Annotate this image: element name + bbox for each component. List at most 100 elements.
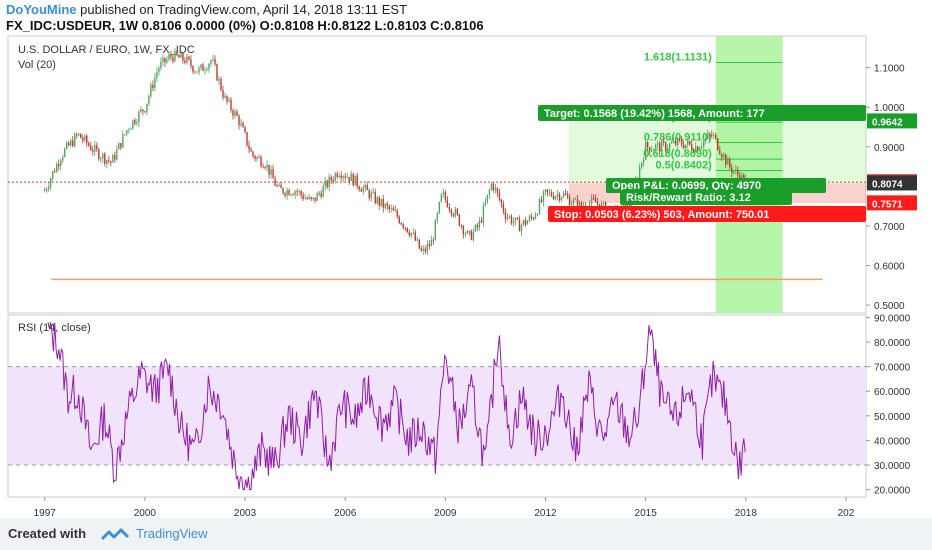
- candle-body: [138, 111, 140, 123]
- target-price-flag-bg: [867, 113, 917, 129]
- candle-body: [172, 57, 174, 62]
- candle-body: [102, 153, 104, 159]
- candle-body: [536, 214, 539, 215]
- candle-body: [382, 198, 384, 208]
- candle-body: [244, 127, 246, 133]
- candle-body: [500, 199, 503, 204]
- candle-body: [662, 141, 665, 143]
- candle-body: [190, 59, 192, 67]
- candle-body: [666, 148, 669, 151]
- candle-body: [134, 120, 136, 124]
- candle-body: [340, 175, 342, 179]
- candle-body: [304, 197, 306, 199]
- y-tick-label: 0.9000: [874, 143, 905, 154]
- candle-body: [390, 208, 392, 210]
- candle-body: [300, 191, 302, 196]
- candle-body: [699, 147, 701, 151]
- candle-body: [62, 156, 64, 161]
- candle-body: [230, 99, 232, 111]
- candle-body: [558, 194, 561, 201]
- candle-body: [342, 176, 344, 179]
- candle-body: [496, 187, 499, 193]
- candle-body: [570, 203, 573, 206]
- x-tick-label: 2015: [635, 508, 658, 518]
- candle-body: [590, 197, 593, 204]
- candle-body: [84, 135, 86, 141]
- candle-body: [326, 180, 328, 188]
- y-tick-label: 1.0000: [874, 103, 905, 114]
- candle-body: [534, 214, 537, 219]
- candle-body: [440, 193, 443, 202]
- rsi-line[interactable]: [47, 322, 746, 491]
- candle-body: [224, 95, 226, 98]
- candle-body: [711, 135, 713, 136]
- candle-body: [52, 171, 54, 179]
- candle-body: [580, 202, 583, 207]
- open-pnl-label: Open P&L: 0.0699, Qty: 4970: [612, 180, 761, 192]
- candle-body: [456, 209, 459, 215]
- chart-canvas[interactable]: 1997 2000 2003 2006 2009 2012 2015 2018 202 1.100…: [0, 0, 932, 518]
- candle-body: [268, 164, 270, 175]
- candle-body: [372, 191, 374, 193]
- candle-body: [394, 210, 396, 212]
- candle-body: [568, 196, 571, 206]
- candle-body: [528, 216, 531, 221]
- candle-body: [364, 184, 366, 188]
- candle-body: [104, 153, 106, 164]
- candle-body: [488, 190, 491, 195]
- tradingview-link[interactable]: TradingView: [136, 526, 208, 541]
- candle-body: [208, 63, 210, 70]
- candle-body: [360, 189, 362, 192]
- candle-body: [350, 173, 352, 182]
- candle-body: [334, 173, 336, 181]
- candle-body: [729, 158, 731, 168]
- candle-body: [735, 169, 737, 172]
- candle-body: [434, 220, 437, 241]
- candle-body: [96, 145, 98, 150]
- candle-body: [58, 163, 60, 166]
- candle-body: [721, 154, 723, 158]
- x-tick-label: 2000: [134, 508, 157, 518]
- candle-body: [86, 135, 88, 144]
- candle-body: [228, 99, 230, 102]
- candle-body: [681, 139, 683, 146]
- candle-body: [314, 197, 316, 201]
- candle-body: [673, 140, 675, 143]
- candle-body: [510, 216, 513, 224]
- footer-bar: Created with TradingView: [0, 518, 932, 550]
- candle-body: [346, 176, 348, 178]
- tradingview-logo-icon[interactable]: [100, 527, 130, 543]
- candle-body: [352, 173, 354, 186]
- candle-body: [170, 55, 172, 58]
- candle-body: [198, 68, 200, 73]
- candle-body: [695, 146, 697, 153]
- candle-body: [592, 197, 595, 200]
- candle-body: [74, 134, 76, 147]
- rsi-tick-label: 80.0000: [874, 338, 911, 349]
- stop-price-flag: 0.7571: [872, 199, 903, 210]
- candle-body: [644, 141, 647, 160]
- candle-body: [156, 72, 158, 78]
- candle-body: [258, 157, 260, 158]
- candle-body: [264, 167, 266, 169]
- candle-body: [168, 55, 170, 60]
- candle-body: [664, 142, 667, 151]
- x-tick-label: 1997: [34, 508, 57, 518]
- candle-body: [709, 134, 711, 136]
- candle-body: [44, 190, 46, 192]
- candle-body: [422, 248, 425, 251]
- candle-body: [88, 143, 90, 146]
- candle-body: [254, 155, 256, 159]
- candle-body: [296, 191, 298, 193]
- candle-body: [174, 50, 176, 62]
- candle-body: [214, 59, 216, 65]
- candle-body: [532, 217, 535, 219]
- candle-body: [210, 60, 212, 64]
- candle-body: [398, 216, 400, 223]
- risk-reward-label-bg: [620, 190, 792, 205]
- y-tick-label: 0.7000: [874, 222, 905, 233]
- candle-body: [94, 145, 96, 152]
- candle-body: [114, 155, 116, 160]
- candle-body: [402, 224, 404, 228]
- author-name[interactable]: DoYouMine: [6, 2, 77, 17]
